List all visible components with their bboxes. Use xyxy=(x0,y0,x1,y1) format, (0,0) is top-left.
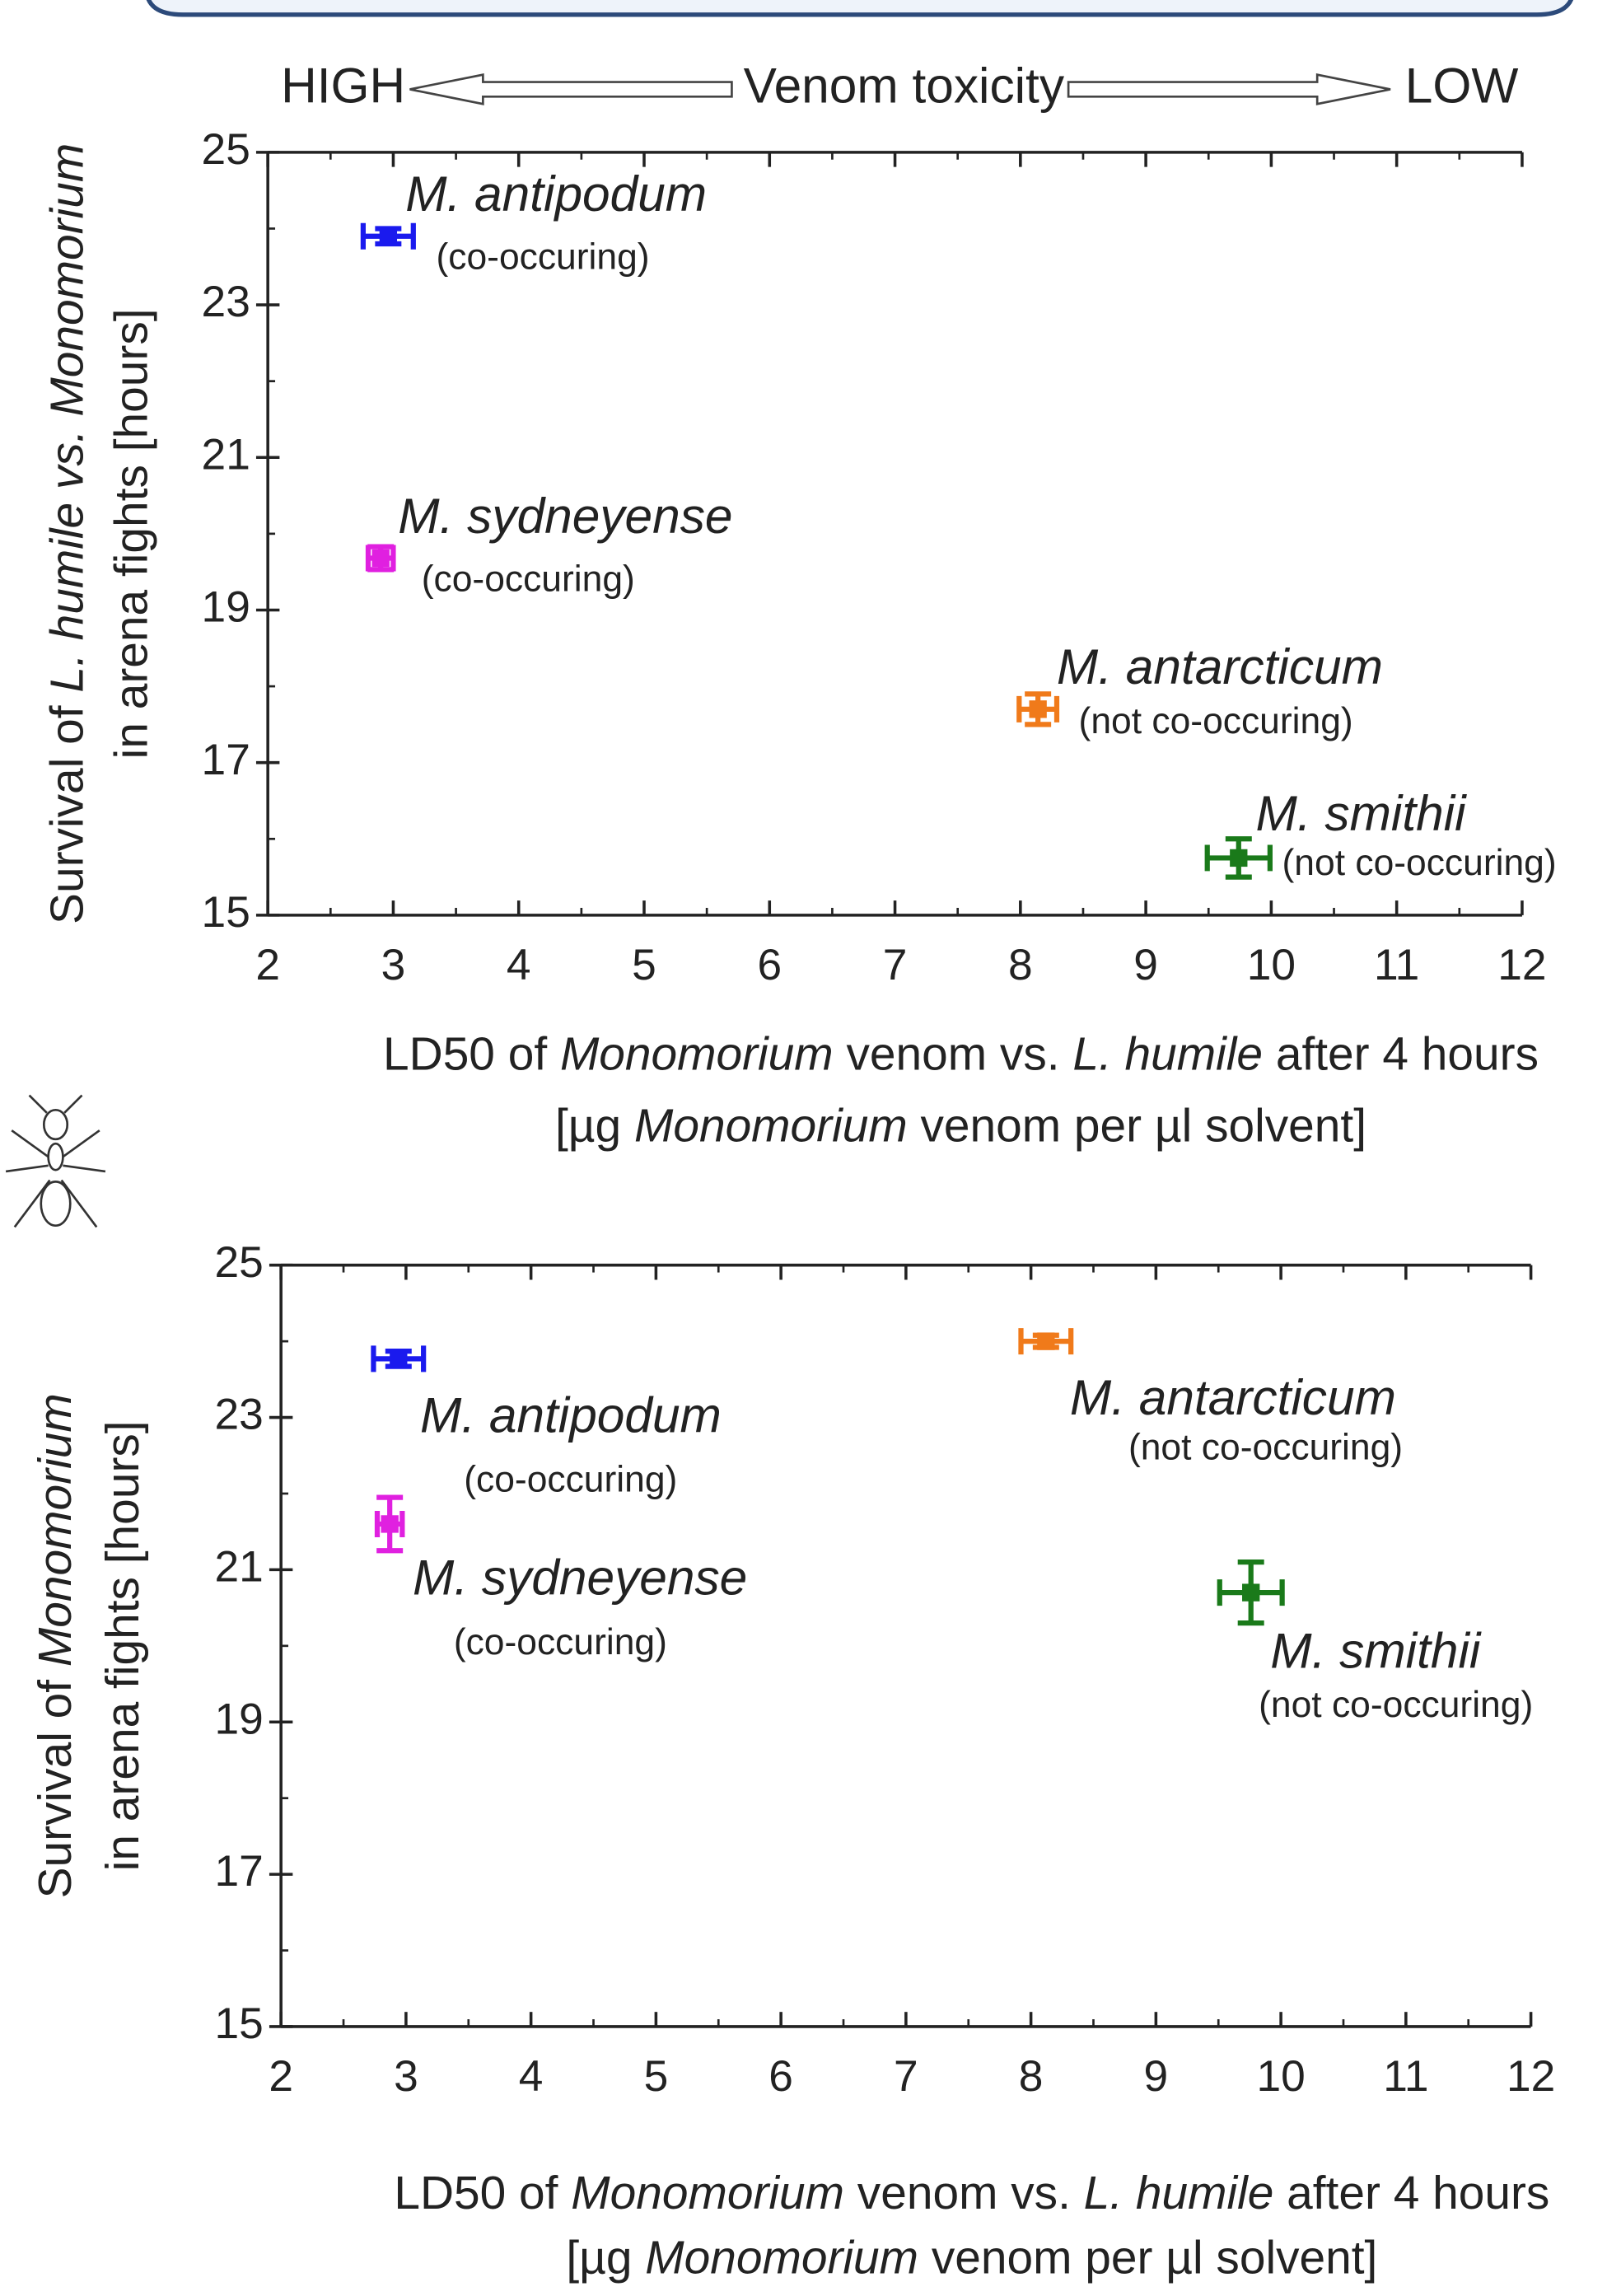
point xyxy=(1230,849,1247,867)
y-tick-label: 19 xyxy=(215,1695,264,1743)
x-axis-label: [µg Monomorium venom per µl solvent] xyxy=(566,2232,1377,2284)
x-label-part: LD50 of xyxy=(383,1028,560,1080)
y-tick-label: 25 xyxy=(215,1238,264,1287)
y-label-part: Monomorium xyxy=(30,1393,82,1667)
page: {"chart_data":[ {"type":"scatter", "head… xyxy=(0,0,1607,2296)
series-note: (not co-occuring) xyxy=(1259,1685,1533,1725)
arrow-right xyxy=(1068,75,1390,105)
y-tick-label: 25 xyxy=(202,125,250,174)
x-tick-label: 3 xyxy=(381,941,406,989)
y-tick-label: 23 xyxy=(202,278,250,326)
y-tick-label: 19 xyxy=(202,583,250,632)
top-panel-border xyxy=(147,0,1573,15)
x-tick-label: 5 xyxy=(644,2052,669,2101)
series-note: (co-occuring) xyxy=(454,1622,667,1662)
y-axis-label: Survival of L. humile vs. Monomorium xyxy=(41,143,93,924)
y-label-part: L. humile vs. Monomorium xyxy=(41,143,93,693)
series-note: (not co-occuring) xyxy=(1079,701,1353,741)
x-tick-label: 11 xyxy=(1383,2052,1428,2101)
series-name: M. sydneyense xyxy=(398,488,732,544)
series-name: M. antarcticum xyxy=(1070,1369,1396,1425)
x-tick-label: 5 xyxy=(632,941,656,989)
x-axis-label: LD50 of Monomorium venom vs. L. humile a… xyxy=(383,1028,1539,1080)
x-label-part: venom per µl solvent] xyxy=(918,2232,1377,2284)
x-label-part: Monomorium xyxy=(634,1100,908,1152)
y-tick-label: 21 xyxy=(202,430,250,479)
x-tick-label: 8 xyxy=(1008,941,1033,989)
x-label-part: [µg xyxy=(566,2232,645,2284)
point xyxy=(372,549,390,567)
point xyxy=(390,1350,407,1368)
ant-icon xyxy=(6,1096,105,1227)
x-label-part: Monomorium xyxy=(645,2232,918,2284)
x-label-part: after 4 hours xyxy=(1273,2167,1549,2219)
series-note: (not co-occuring) xyxy=(1282,843,1557,883)
x-tick-label: 9 xyxy=(1133,941,1158,989)
series-name: M. smithii xyxy=(1270,1622,1482,1678)
series-name: M. antipodum xyxy=(420,1386,722,1443)
y-tick-label: 15 xyxy=(202,888,250,937)
y-axis-label: in arena fights [hours] xyxy=(105,308,157,759)
x-tick-label: 11 xyxy=(1374,941,1419,989)
series-name: M. antipodum xyxy=(405,166,707,222)
x-tick-label: 7 xyxy=(894,2052,918,2101)
x-label-part: Monomorium xyxy=(571,2167,844,2219)
figure: 23456789101112151719212325Survival of L.… xyxy=(0,0,1607,2296)
series-name: M. smithii xyxy=(1256,785,1468,841)
header-label: LOW xyxy=(1405,57,1519,113)
x-axis-label: LD50 of Monomorium venom vs. L. humile a… xyxy=(394,2167,1549,2219)
x-tick-label: 6 xyxy=(768,2052,793,2101)
series-note: (not co-occuring) xyxy=(1128,1427,1403,1467)
series-name: M. antarcticum xyxy=(1057,638,1383,694)
x-axis-label: [µg Monomorium venom per µl solvent] xyxy=(555,1100,1366,1152)
x-tick-label: 2 xyxy=(269,2052,293,2101)
x-tick-label: 8 xyxy=(1019,2052,1044,2101)
x-label-part: venom vs. xyxy=(834,1028,1073,1080)
x-tick-label: 4 xyxy=(519,2052,544,2101)
x-label-part: venom per µl solvent] xyxy=(908,1100,1366,1152)
x-tick-label: 9 xyxy=(1144,2052,1169,2101)
point xyxy=(380,227,397,245)
series-note: (co-occuring) xyxy=(437,236,650,277)
x-tick-label: 3 xyxy=(394,2052,418,2101)
arrow-left xyxy=(410,75,732,105)
point xyxy=(1029,700,1046,718)
x-label-part: venom vs. xyxy=(844,2167,1084,2219)
x-tick-label: 2 xyxy=(255,941,280,989)
point xyxy=(1037,1332,1054,1349)
y-tick-label: 23 xyxy=(215,1391,264,1439)
x-label-part: after 4 hours xyxy=(1263,1028,1539,1080)
series-name: M. sydneyense xyxy=(413,1550,747,1606)
header-label: HIGH xyxy=(281,57,405,113)
point xyxy=(381,1515,399,1532)
y-axis-label: in arena fights [hours] xyxy=(97,1420,149,1871)
x-label-part: Monomorium xyxy=(560,1028,834,1080)
series-note: (co-occuring) xyxy=(464,1459,677,1499)
y-tick-label: 21 xyxy=(215,1542,264,1591)
x-tick-label: 7 xyxy=(883,941,908,989)
header-label: Venom toxicity xyxy=(744,57,1065,113)
x-label-part: LD50 of xyxy=(394,2167,571,2219)
y-tick-label: 17 xyxy=(202,736,250,784)
x-label-part: L. humile xyxy=(1072,1028,1263,1080)
y-tick-label: 17 xyxy=(215,1847,264,1896)
point xyxy=(1242,1583,1259,1601)
x-label-part: [µg xyxy=(555,1100,634,1152)
x-tick-label: 10 xyxy=(1247,941,1296,989)
series-note: (co-occuring) xyxy=(422,559,635,599)
x-tick-label: 10 xyxy=(1256,2052,1305,2101)
y-axis-label: Survival of Monomorium xyxy=(30,1393,82,1898)
y-label-part: Survival of xyxy=(30,1667,82,1898)
y-tick-label: 15 xyxy=(215,1999,264,2048)
x-tick-label: 12 xyxy=(1497,941,1546,989)
y-label-part: Survival of xyxy=(41,693,93,924)
x-label-part: L. humile xyxy=(1084,2167,1274,2219)
x-tick-label: 12 xyxy=(1507,2052,1555,2101)
x-tick-label: 6 xyxy=(757,941,782,989)
x-tick-label: 4 xyxy=(507,941,531,989)
